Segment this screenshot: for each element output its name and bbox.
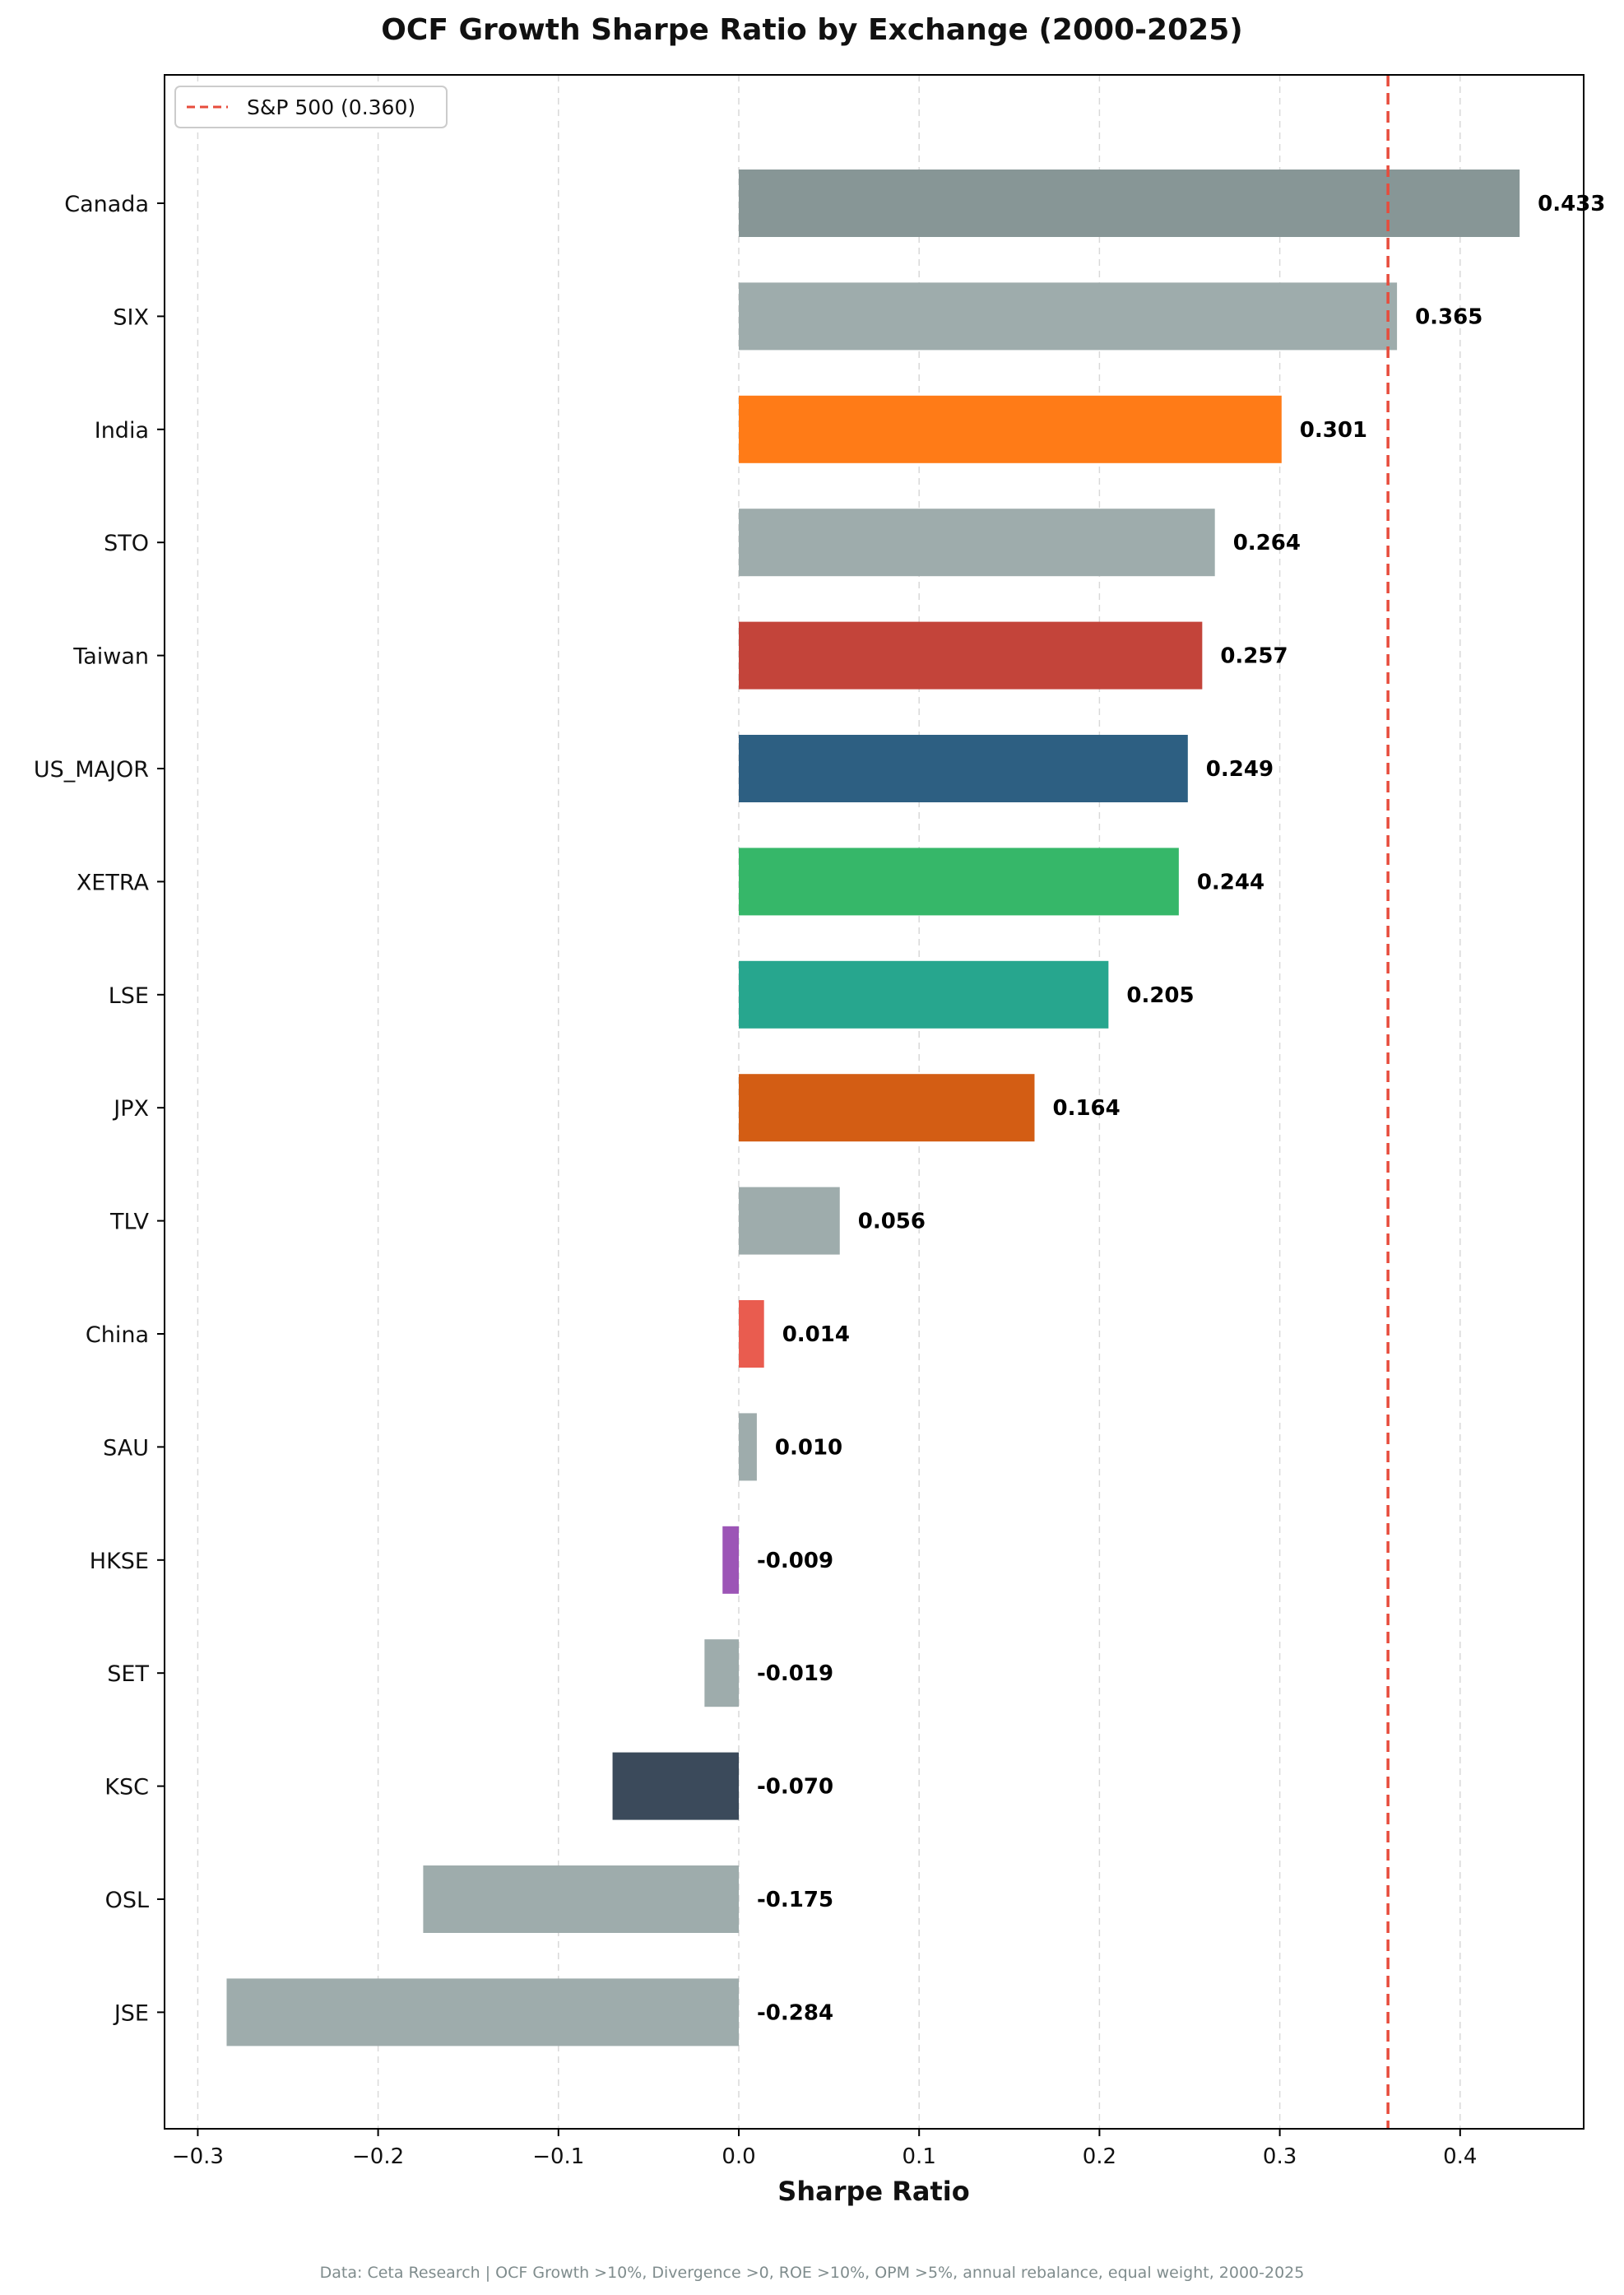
plot-frame — [164, 74, 1585, 2130]
category-label: India — [95, 418, 149, 444]
bar-canada — [739, 170, 1520, 237]
category-label: China — [86, 1322, 149, 1348]
bar-lse — [739, 960, 1109, 1029]
bar-jpx — [739, 1074, 1035, 1142]
x-tick-label: 0.1 — [902, 2144, 936, 2169]
bar-hkse — [722, 1526, 739, 1594]
category-label: JSE — [113, 2000, 149, 2026]
x-tick-label: −0.2 — [352, 2144, 404, 2169]
value-label: -0.019 — [757, 1661, 833, 1686]
bar-india — [739, 395, 1282, 463]
category-label: Canada — [64, 192, 149, 217]
category-label: LSE — [109, 983, 149, 1009]
value-label: 0.205 — [1126, 983, 1194, 1008]
category-labels: Canada SIX India STO Taiwan US_MAJOR XETRA LSE J… — [34, 192, 165, 2026]
category-label: KSC — [104, 1775, 149, 1800]
value-label: 0.301 — [1300, 418, 1367, 443]
value-label: 0.249 — [1206, 757, 1274, 782]
value-label: 0.433 — [1538, 192, 1605, 216]
bar-set — [704, 1639, 739, 1707]
x-tick-label: −0.1 — [532, 2144, 584, 2169]
bar-ksc — [612, 1752, 739, 1820]
category-label: US_MAJOR — [34, 757, 149, 783]
x-tick-label: −0.3 — [172, 2144, 224, 2169]
x-axis-ticks: −0.3 −0.2 −0.1 0.0 0.1 0.2 0.3 0.4 — [172, 2129, 1477, 2169]
category-label: SET — [107, 1661, 149, 1687]
value-label: -0.070 — [757, 1775, 833, 1800]
value-label: 0.244 — [1197, 870, 1264, 894]
bar-osl — [423, 1865, 739, 1933]
value-label: 0.056 — [858, 1210, 926, 1234]
bars — [226, 170, 1520, 2046]
category-label: STO — [104, 531, 149, 556]
footnote: Data: Ceta Research | OCF Growth >10%, D… — [320, 2264, 1305, 2282]
legend-label: S&P 500 (0.360) — [247, 95, 415, 119]
bar-taiwan — [739, 621, 1203, 690]
x-tick-label: 0.2 — [1083, 2144, 1116, 2169]
value-label: 0.014 — [782, 1322, 850, 1347]
bar-six — [739, 282, 1398, 351]
chart-title: OCF Growth Sharpe Ratio by Exchange (200… — [381, 13, 1242, 47]
legend-box — [174, 86, 448, 128]
value-labels: 0.433 0.365 0.301 0.264 0.257 0.249 0.244 0.205… — [757, 192, 1605, 2025]
value-label: 0.010 — [775, 1435, 842, 1460]
category-label: HKSE — [90, 1549, 149, 1574]
value-label: -0.175 — [757, 1888, 833, 1912]
legend: S&P 500 (0.360) — [174, 86, 448, 128]
category-label: SAU — [103, 1435, 149, 1461]
category-label: SIX — [113, 304, 149, 330]
value-label: 0.164 — [1052, 1096, 1120, 1121]
category-label: JPX — [112, 1096, 149, 1122]
bar-tlv — [739, 1187, 840, 1255]
category-label: XETRA — [77, 870, 150, 895]
bar-sau — [739, 1413, 757, 1481]
category-label: TLV — [109, 1210, 150, 1235]
value-label: -0.009 — [757, 1549, 833, 1573]
bar-jse — [226, 1978, 739, 2046]
x-tick-label: 0.3 — [1263, 2144, 1297, 2169]
x-tick-label: 0.4 — [1443, 2144, 1477, 2169]
bar-sto — [739, 509, 1215, 577]
value-label: 0.257 — [1220, 644, 1288, 669]
bar-xetra — [739, 848, 1179, 916]
x-axis-title: Sharpe Ratio — [777, 2176, 969, 2207]
value-label: 0.264 — [1233, 531, 1301, 555]
bar-china — [739, 1300, 764, 1368]
x-tick-label: 0.0 — [722, 2144, 755, 2169]
category-label: OSL — [105, 1888, 149, 1913]
value-label: -0.284 — [757, 2000, 833, 2025]
bar-us-major — [739, 735, 1188, 802]
category-label: Taiwan — [72, 644, 149, 670]
value-label: 0.365 — [1415, 304, 1482, 329]
